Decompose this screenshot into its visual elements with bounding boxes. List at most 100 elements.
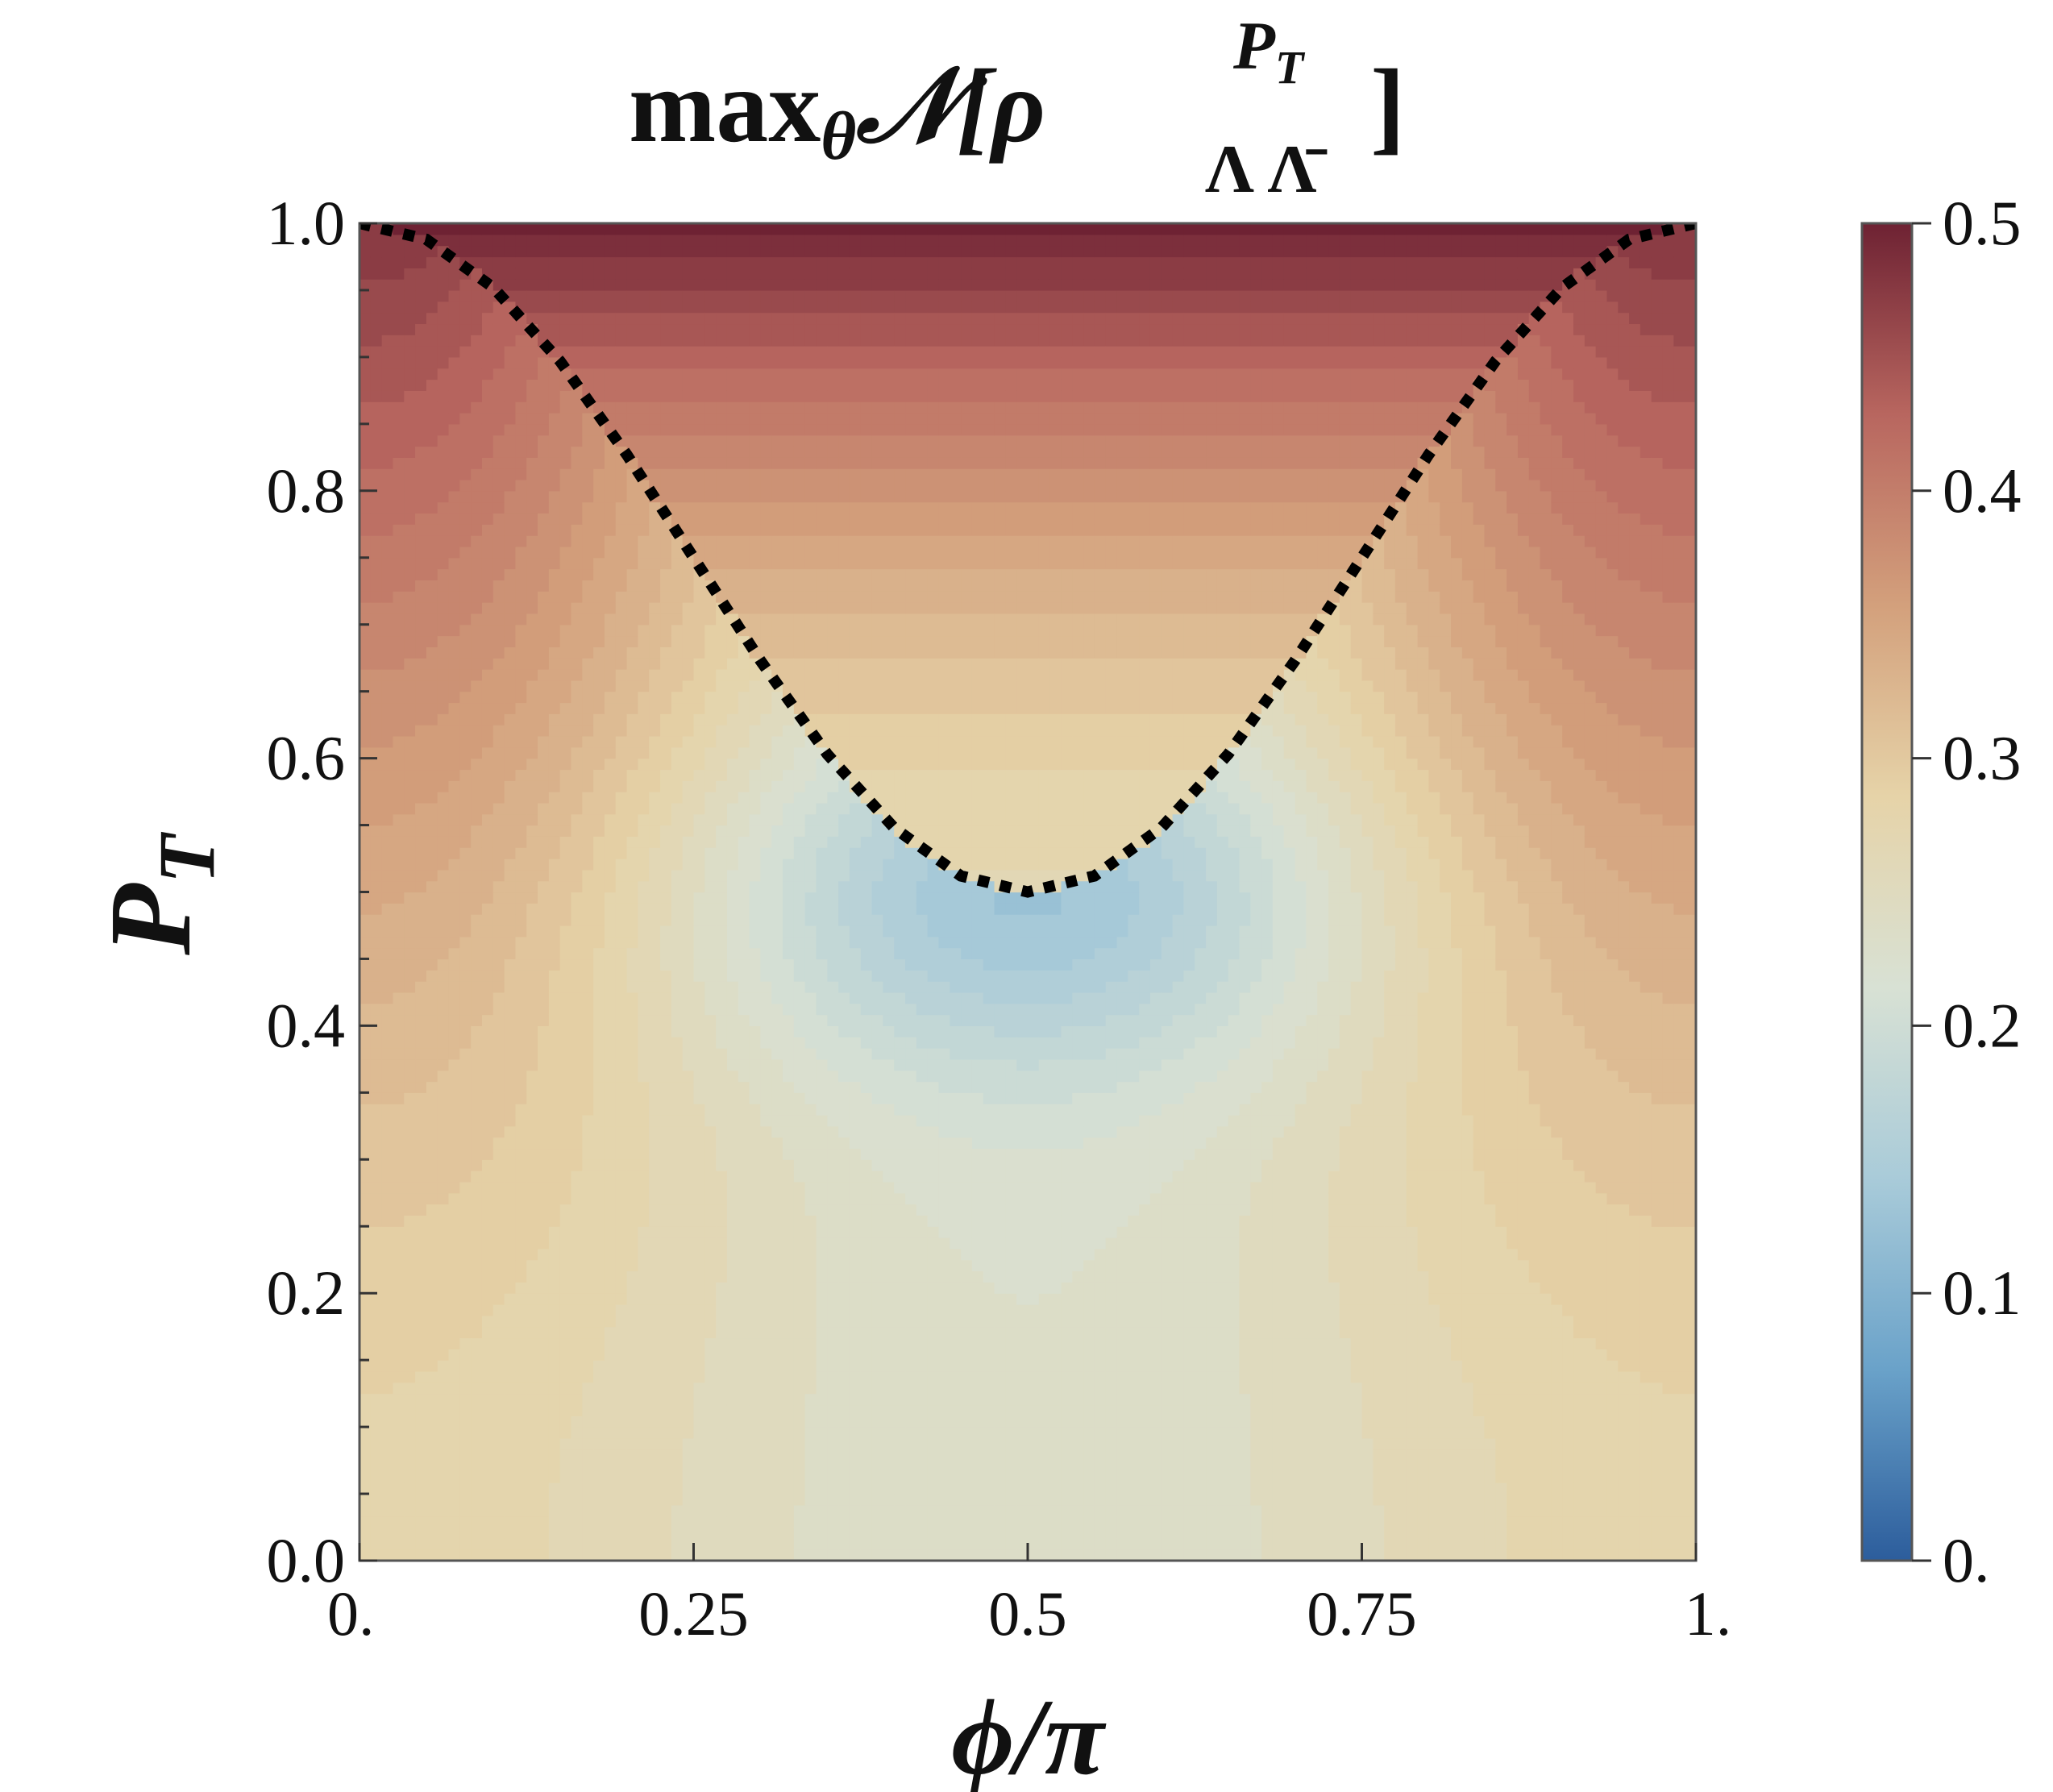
- heatmap-cell: [693, 602, 705, 614]
- heatmap-cell: [471, 323, 483, 335]
- heatmap-cell: [415, 1259, 427, 1272]
- heatmap-cell: [481, 390, 494, 402]
- heatmap-cell: [471, 479, 483, 492]
- heatmap-cell: [771, 234, 783, 247]
- heatmap-cell: [538, 880, 550, 893]
- heatmap-cell: [404, 936, 416, 949]
- heatmap-cell: [760, 301, 772, 314]
- heatmap-cell: [459, 379, 472, 391]
- heatmap-cell: [804, 535, 817, 547]
- heatmap-cell: [370, 434, 383, 447]
- heatmap-cell: [638, 368, 650, 380]
- heatmap-cell: [404, 1248, 416, 1261]
- heatmap-cell: [726, 958, 739, 971]
- heatmap-cell: [726, 1170, 739, 1183]
- heatmap-cell: [760, 624, 772, 637]
- heatmap-cell: [426, 1449, 438, 1461]
- heatmap-cell: [582, 323, 594, 335]
- heatmap-cell: [682, 669, 695, 681]
- heatmap-cell: [749, 859, 761, 871]
- heatmap-cell: [538, 1025, 550, 1037]
- heatmap-cell: [393, 758, 405, 771]
- heatmap-cell: [726, 780, 739, 792]
- heatmap-cell: [448, 1058, 460, 1071]
- heatmap-cell: [448, 1270, 460, 1283]
- heatmap-cell: [771, 691, 783, 704]
- heatmap-cell: [738, 356, 750, 369]
- heatmap-cell: [638, 792, 650, 804]
- heatmap-cell: [704, 992, 717, 1004]
- heatmap-cell: [726, 691, 739, 704]
- heatmap-cell: [370, 1282, 383, 1294]
- heatmap-cell: [604, 1326, 617, 1339]
- heatmap-cell: [638, 1092, 650, 1104]
- heatmap-cell: [626, 925, 639, 938]
- heatmap-cell: [538, 434, 550, 447]
- heatmap-cell: [626, 669, 639, 681]
- heatmap-cell: [626, 813, 639, 826]
- heatmap-cell: [426, 780, 438, 792]
- heatmap-cell: [671, 1192, 684, 1205]
- heatmap-cell: [393, 1538, 405, 1550]
- heatmap-cell: [459, 479, 472, 492]
- heatmap-cell: [415, 1293, 427, 1305]
- heatmap-cell: [726, 1416, 739, 1428]
- heatmap-cell: [459, 1282, 472, 1294]
- heatmap-cell: [370, 992, 383, 1004]
- heatmap-cell: [481, 1215, 494, 1227]
- heatmap-cell: [448, 1471, 460, 1483]
- heatmap-cell: [638, 413, 650, 425]
- heatmap-cell: [370, 859, 383, 871]
- heatmap-cell: [526, 434, 538, 447]
- heatmap-cell: [381, 735, 394, 748]
- heatmap-cell: [582, 423, 594, 436]
- heatmap-cell: [626, 1259, 639, 1272]
- heatmap-cell: [548, 413, 561, 425]
- heatmap-cell: [481, 1549, 494, 1561]
- heatmap-cell: [716, 457, 728, 469]
- heatmap-cell: [738, 323, 750, 335]
- heatmap-cell: [638, 1427, 650, 1439]
- heatmap-cell: [492, 524, 505, 536]
- heatmap-cell: [437, 836, 450, 848]
- heatmap-cell: [538, 624, 550, 637]
- heatmap-cell: [359, 1092, 372, 1104]
- heatmap-cell: [638, 914, 650, 926]
- heatmap-cell: [716, 279, 728, 291]
- heatmap-cell: [370, 1549, 383, 1561]
- heatmap-cell: [749, 892, 761, 904]
- heatmap-cell: [615, 1315, 628, 1328]
- heatmap-cell: [660, 1014, 672, 1026]
- heatmap-cell: [682, 903, 695, 915]
- heatmap-cell: [559, 1192, 572, 1205]
- heatmap-cell: [593, 1115, 605, 1127]
- heatmap-cell: [471, 1393, 483, 1406]
- heatmap-cell: [704, 1248, 717, 1261]
- heatmap-cell: [415, 725, 427, 737]
- heatmap-cell: [471, 1181, 483, 1194]
- heatmap-cell: [693, 535, 705, 547]
- heatmap-cell: [548, 256, 561, 268]
- heatmap-cell: [548, 1482, 561, 1495]
- heatmap-cell: [816, 1148, 828, 1160]
- heatmap-cell: [404, 457, 416, 469]
- heatmap-cell: [426, 903, 438, 915]
- heatmap-cell: [481, 1360, 494, 1372]
- heatmap-cell: [716, 669, 728, 681]
- heatmap-cell: [760, 1170, 772, 1183]
- heatmap-cell: [704, 914, 717, 926]
- heatmap-cell: [459, 970, 472, 982]
- heatmap-cell: [693, 624, 705, 637]
- heatmap-cell: [548, 1516, 561, 1528]
- heatmap-cell: [738, 725, 750, 737]
- heatmap-cell: [693, 1215, 705, 1227]
- heatmap-cell: [548, 936, 561, 949]
- heatmap-cell: [370, 1215, 383, 1227]
- heatmap-cell: [626, 524, 639, 536]
- heatmap-cell: [559, 279, 572, 291]
- heatmap-cell: [749, 1538, 761, 1550]
- heatmap-cell: [571, 780, 583, 792]
- heatmap-cell: [783, 680, 795, 692]
- heatmap-cell: [526, 1449, 538, 1461]
- heatmap-cell: [415, 490, 427, 503]
